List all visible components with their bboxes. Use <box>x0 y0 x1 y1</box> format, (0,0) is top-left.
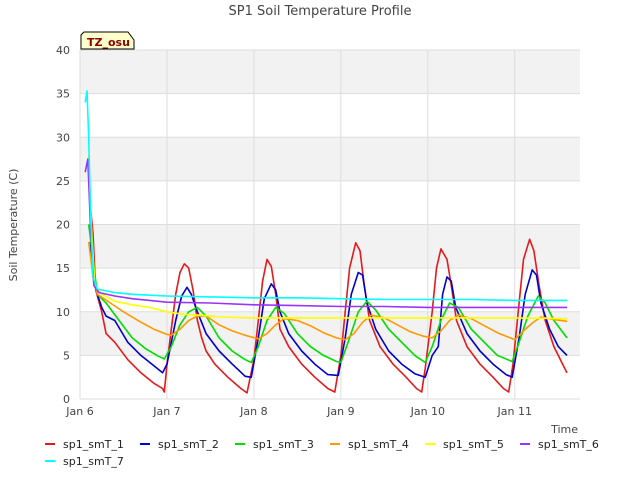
series-line-sp1_smT_1 <box>89 206 568 394</box>
legend: sp1_smT_1 sp1_smT_2 sp1_smT_3 sp1_smT_4 sp1_… <box>45 438 599 468</box>
grid-band <box>80 137 580 181</box>
x-tick-label: Jan 10 <box>410 405 445 418</box>
tz-annotation: TZ_osu <box>80 31 135 50</box>
y-tick-label: 25 <box>56 175 70 188</box>
chart-title: SP1 Soil Temperature Profile <box>229 4 412 19</box>
legend-label-sp1_smT_7: sp1_smT_7 <box>63 455 124 468</box>
y-tick-label: 35 <box>56 88 70 101</box>
x-tick-label: Jan 9 <box>326 405 354 418</box>
series-line-sp1_smT_3 <box>87 224 568 364</box>
legend-label-sp1_smT_2: sp1_smT_2 <box>158 438 219 451</box>
y-tick-label: 15 <box>56 262 70 275</box>
x-axis-title: Time <box>550 423 578 436</box>
legend-label-sp1_smT_4: sp1_smT_4 <box>348 438 409 451</box>
x-axis-ticks: Jan 6 Jan 7 Jan 8 Jan 9 Jan 10 Jan 11 <box>65 405 532 418</box>
y-tick-label: 40 <box>56 44 70 57</box>
x-tick-label: Jan 6 <box>65 405 93 418</box>
legend-label-sp1_smT_3: sp1_smT_3 <box>253 438 314 451</box>
y-axis-title: Soil Temperature (C) <box>7 169 20 282</box>
grid-band <box>80 50 580 94</box>
series-lines <box>84 90 568 394</box>
y-tick-label: 20 <box>56 219 70 232</box>
grid-band <box>80 224 580 269</box>
y-tick-label: 0 <box>63 393 70 406</box>
legend-label-sp1_smT_1: sp1_smT_1 <box>63 438 124 451</box>
x-tick-label: Jan 11 <box>497 405 532 418</box>
y-tick-label: 5 <box>63 349 70 362</box>
series-line-sp1_smT_4 <box>87 241 568 341</box>
y-axis-ticks: 0 5 10 15 20 25 30 35 40 <box>56 44 70 406</box>
series-line-sp1_smT_5 <box>87 154 568 320</box>
series-line-sp1_smT_2 <box>89 241 568 379</box>
legend-label-sp1_smT_6: sp1_smT_6 <box>538 438 599 451</box>
y-tick-label: 30 <box>56 131 70 144</box>
series-line-sp1_smT_7 <box>84 90 567 302</box>
legend-label-sp1_smT_5: sp1_smT_5 <box>443 438 504 451</box>
x-tick-label: Jan 8 <box>239 405 267 418</box>
y-tick-label: 10 <box>56 306 70 319</box>
x-tick-label: Jan 7 <box>152 405 180 418</box>
tz-annotation-label: TZ_osu <box>87 36 130 49</box>
